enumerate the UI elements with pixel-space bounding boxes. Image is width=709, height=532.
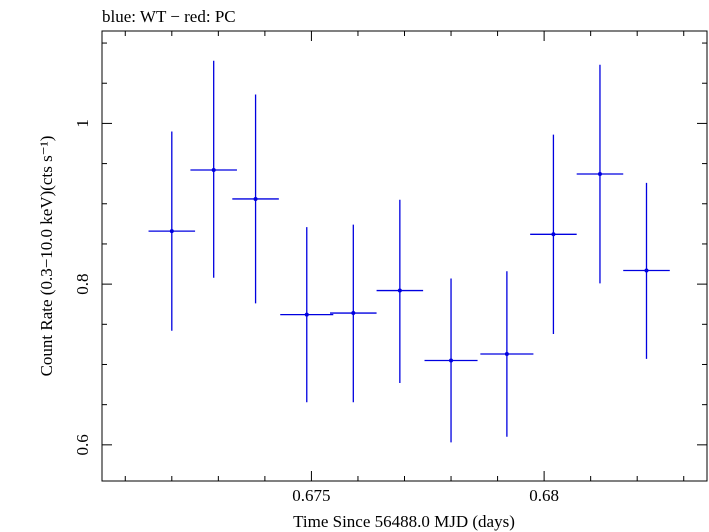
data-point [376,199,424,383]
y-axis-label: Count Rate (0.3−10.0 keV)(cts s⁻¹) [37,136,56,377]
data-point [424,278,478,443]
data-points [148,60,670,443]
data-point [232,94,279,304]
y-tick-label: 0.6 [73,434,92,455]
data-marker [449,358,454,363]
data-marker [397,288,402,293]
data-marker [597,172,602,177]
chart-title: blue: WT − red: PC [102,7,236,26]
data-point [330,224,377,403]
x-axis-label: Time Since 56488.0 MJD (days) [293,512,515,531]
x-tick-label: 0.675 [292,486,330,505]
data-point [148,131,196,331]
data-marker [253,196,258,201]
y-tick-label: 0.8 [73,274,92,295]
data-marker [211,168,216,173]
data-point [480,271,534,437]
data-marker [351,311,356,316]
data-point [280,227,334,403]
data-marker [644,268,649,273]
plot-frame [101,30,708,482]
data-marker [551,232,556,237]
data-marker [169,229,174,234]
y-tick-label: 1 [73,119,92,128]
data-point [576,64,624,284]
axis-ticks: 0.675 0.68 0.6 0.8 1 [73,31,707,505]
data-point [190,60,237,278]
data-marker [304,312,309,317]
data-point [530,134,577,334]
data-marker [504,352,509,357]
data-point [623,182,670,359]
x-tick-label: 0.68 [529,486,559,505]
